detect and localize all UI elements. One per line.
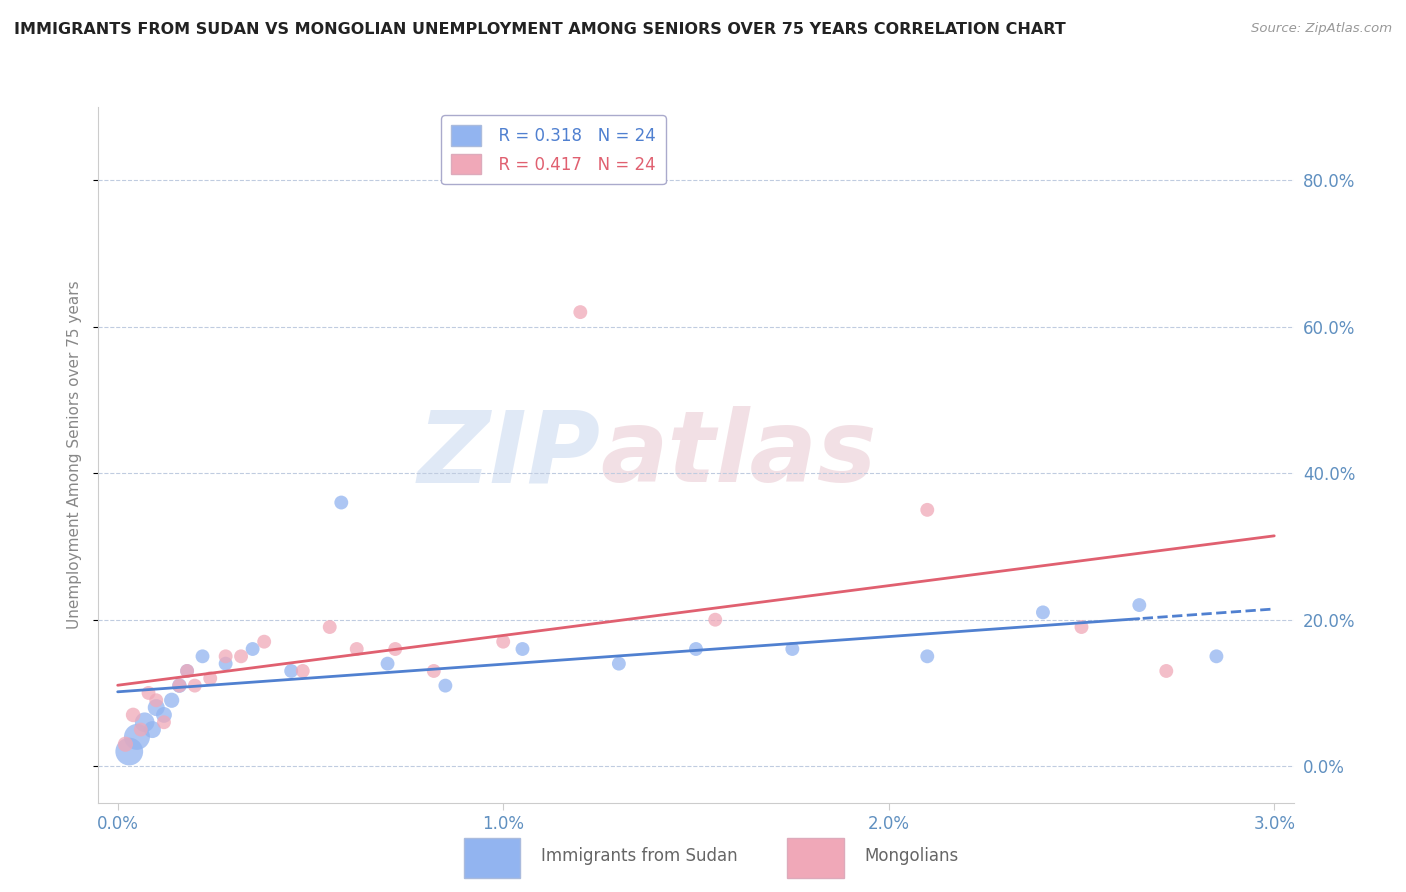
Text: atlas: atlas: [600, 407, 877, 503]
Point: [153, 715, 176, 730]
Point: [176, 664, 198, 678]
Point: [346, 642, 368, 657]
Point: [782, 642, 804, 657]
Point: [1032, 606, 1054, 620]
Point: [917, 649, 939, 664]
Point: [176, 664, 198, 678]
Point: [569, 305, 592, 319]
Point: [384, 642, 406, 657]
Point: [1156, 664, 1178, 678]
Point: [1205, 649, 1227, 664]
Point: [214, 649, 236, 664]
Point: [229, 649, 252, 664]
Point: [253, 634, 276, 648]
Point: [118, 745, 141, 759]
FancyBboxPatch shape: [464, 838, 520, 878]
Point: [330, 495, 353, 509]
Point: [169, 679, 191, 693]
Point: [704, 613, 727, 627]
Point: [319, 620, 342, 634]
Point: [114, 737, 136, 751]
Point: [280, 664, 302, 678]
Point: [129, 723, 152, 737]
Point: [434, 679, 457, 693]
Point: [685, 642, 707, 657]
Text: IMMIGRANTS FROM SUDAN VS MONGOLIAN UNEMPLOYMENT AMONG SENIORS OVER 75 YEARS CORR: IMMIGRANTS FROM SUDAN VS MONGOLIAN UNEMP…: [14, 22, 1066, 37]
Point: [200, 671, 222, 685]
Text: Immigrants from Sudan: Immigrants from Sudan: [541, 847, 738, 865]
Legend:   R = 0.318   N = 24,   R = 0.417   N = 24: R = 0.318 N = 24, R = 0.417 N = 24: [441, 115, 666, 185]
Point: [134, 715, 156, 730]
Point: [607, 657, 630, 671]
Point: [153, 707, 176, 722]
Point: [160, 693, 183, 707]
Point: [138, 686, 160, 700]
Point: [141, 723, 163, 737]
Text: Source: ZipAtlas.com: Source: ZipAtlas.com: [1251, 22, 1392, 36]
Point: [125, 730, 148, 744]
Point: [169, 679, 191, 693]
Point: [423, 664, 446, 678]
Point: [492, 634, 515, 648]
Y-axis label: Unemployment Among Seniors over 75 years: Unemployment Among Seniors over 75 years: [67, 281, 83, 629]
Point: [184, 679, 207, 693]
Point: [214, 657, 236, 671]
Point: [145, 693, 167, 707]
Point: [145, 700, 167, 714]
Text: Mongolians: Mongolians: [865, 847, 959, 865]
Point: [242, 642, 264, 657]
Point: [1128, 598, 1150, 612]
Text: ZIP: ZIP: [418, 407, 600, 503]
Point: [377, 657, 399, 671]
FancyBboxPatch shape: [787, 838, 844, 878]
Point: [122, 707, 145, 722]
Point: [191, 649, 214, 664]
Point: [1070, 620, 1092, 634]
Point: [291, 664, 314, 678]
Point: [512, 642, 534, 657]
Point: [917, 503, 939, 517]
